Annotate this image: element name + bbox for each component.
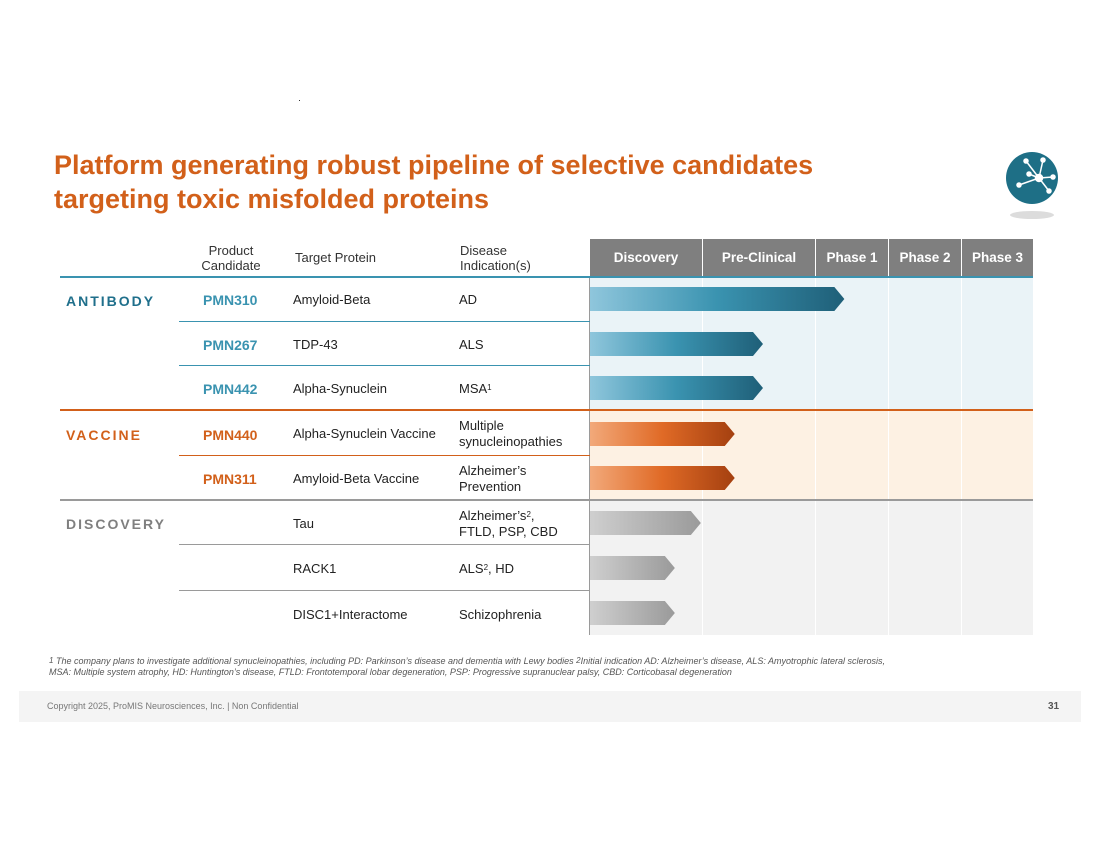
candidate-pmn440: PMN440 — [203, 427, 258, 443]
indication-line1-text: Alzheimer’s — [459, 508, 527, 523]
stray-dot — [299, 100, 300, 101]
copyright: Copyright 2025, ProMIS Neurosciences, In… — [47, 701, 299, 711]
indication-als: ALS — [459, 337, 484, 352]
title-line-1: Platform generating robust pipeline of s… — [54, 150, 814, 180]
antibody-band — [590, 277, 1033, 410]
footnote-ref-1: 1 — [487, 383, 492, 392]
divider-phase2 — [888, 277, 889, 635]
divider-left — [589, 277, 590, 635]
indication-line2: FTLD, PSP, CBD — [459, 524, 558, 539]
rule-6 — [179, 544, 590, 545]
target-alpha-synuclein-vaccine: Alpha-Synuclein Vaccine — [293, 426, 436, 441]
vaccine-top-rule — [60, 409, 1033, 411]
footnote-ref-2: 2 — [483, 563, 489, 572]
candidate-pmn311: PMN311 — [203, 471, 257, 487]
indication-line1: Alzheimer’s — [459, 463, 527, 478]
indication-alzheimers-prevention: Alzheimer’s Prevention — [459, 463, 526, 495]
vaccine-band — [590, 411, 1033, 500]
footnote-line2: MSA: Multiple system atrophy, HD: Huntin… — [49, 667, 732, 677]
column-header-indication-line1: Disease — [460, 243, 507, 258]
footnote-line1-b: Initial indication AD: Alzheimer’s disea… — [580, 656, 886, 666]
rule-7 — [179, 590, 590, 591]
indication-hd-text: , HD — [488, 561, 515, 576]
indication-line1: Alzheimer’s2, — [459, 508, 558, 524]
rule-1 — [179, 321, 590, 322]
rule-2 — [179, 365, 590, 366]
candidate-pmn267: PMN267 — [203, 337, 258, 353]
target-amyloid-beta: Amyloid-Beta — [293, 292, 371, 307]
target-rack1: RACK1 — [293, 561, 337, 576]
column-header-target: Target Protein — [295, 250, 376, 265]
footnote-line1-a: The company plans to investigate additio… — [53, 656, 577, 666]
column-header-indication-line2: Indication(s) — [460, 258, 531, 273]
page-title: Platform generating robust pipeline of s… — [54, 148, 954, 216]
target-alpha-synuclein: Alpha-Synuclein — [293, 381, 387, 396]
phase-header-phase2: Phase 2 — [889, 239, 962, 276]
column-header-candidate-line1: Product — [208, 243, 254, 258]
indication-synucleinopathies: Multiple synucleinopathies — [459, 418, 562, 450]
footnote-sup-1: 1 — [49, 656, 54, 665]
indication-line1-after: , — [530, 508, 535, 523]
discovery-band — [590, 501, 1033, 635]
discovery-top-rule — [60, 499, 1033, 501]
antibody-top-rule — [60, 276, 1033, 278]
footnote-ref-2: 2 — [526, 510, 531, 519]
footnote: 1 The company plans to investigate addit… — [49, 656, 1049, 678]
candidate-pmn442: PMN442 — [203, 381, 258, 397]
column-header-candidate: Product Candidate — [198, 243, 264, 273]
group-label-discovery: DISCOVERY — [66, 516, 166, 532]
target-tau: Tau — [293, 516, 314, 531]
indication-line1: Multiple — [459, 418, 504, 433]
column-header-indication: Disease Indication(s) — [460, 243, 531, 273]
indication-als-hd: ALS2, HD — [459, 561, 514, 577]
phase-header-preclinical: Pre-Clinical — [703, 239, 816, 276]
indication-als-text: ALS — [459, 561, 484, 576]
phase-header-phase3: Phase 3 — [962, 239, 1033, 276]
indication-ad: AD — [459, 292, 478, 307]
divider-preclinical — [702, 277, 703, 635]
footnote-sup-2: 2 — [576, 656, 581, 665]
divider-phase3 — [961, 277, 962, 635]
indication-tau: Alzheimer’s2, FTLD, PSP, CBD — [459, 508, 558, 540]
title-line-2: targeting toxic misfolded proteins — [54, 184, 490, 214]
indication-schizophrenia: Schizophrenia — [459, 607, 542, 622]
divider-phase1 — [815, 277, 816, 635]
phase-header-phase1: Phase 1 — [816, 239, 889, 276]
indication-msa: MSA1 — [459, 381, 492, 397]
rule-4 — [179, 455, 590, 456]
page-number: 31 — [1048, 701, 1060, 712]
group-label-antibody: ANTIBODY — [66, 293, 156, 309]
network-globe-icon — [1006, 152, 1058, 219]
footer-bar — [19, 691, 1081, 722]
target-tdp43: TDP-43 — [293, 337, 338, 352]
phase-header-discovery: Discovery — [590, 239, 703, 276]
indication-line2: synucleinopathies — [459, 434, 563, 449]
target-amyloid-beta-vaccine: Amyloid-Beta Vaccine — [293, 471, 420, 486]
footnote-line1: 1 The company plans to investigate addit… — [49, 656, 1049, 667]
indication-msa-text: MSA — [459, 381, 488, 396]
target-disc1-interactome: DISC1+Interactome — [293, 607, 408, 622]
group-label-vaccine: VACCINE — [66, 427, 142, 443]
candidate-pmn310: PMN310 — [203, 292, 258, 308]
column-header-candidate-line2: Candidate — [201, 258, 261, 273]
indication-line2: Prevention — [459, 479, 522, 494]
